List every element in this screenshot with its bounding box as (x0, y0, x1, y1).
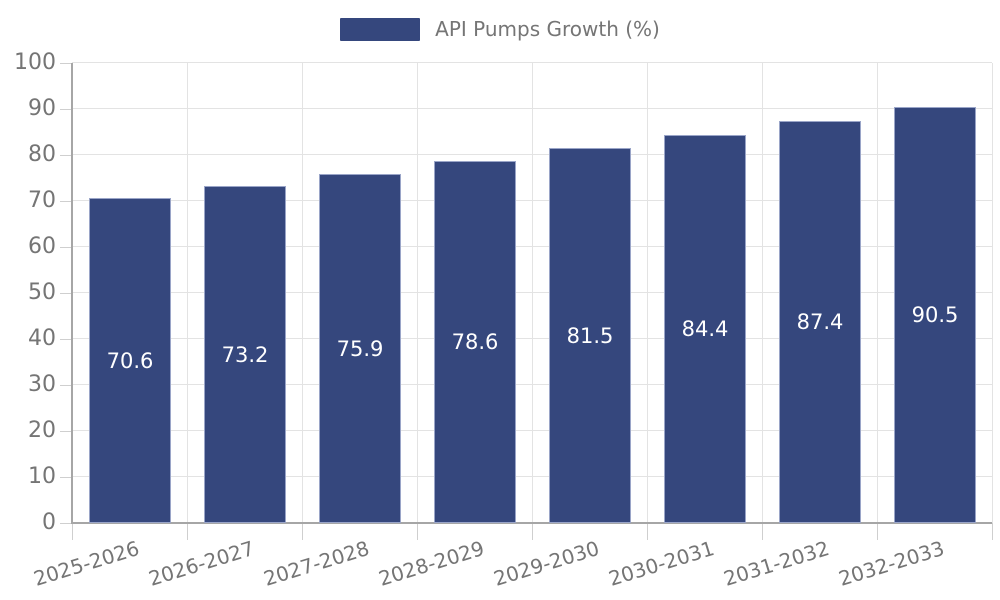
y-axis-tick-label: 70 (28, 188, 56, 213)
bar[interactable]: 90.5 (894, 107, 976, 523)
y-axis-tick-label: 0 (42, 510, 56, 535)
x-axis-tick (532, 523, 533, 540)
y-axis-tick-label: 50 (28, 280, 56, 305)
y-axis-tick (60, 247, 72, 248)
x-gridline (877, 63, 878, 523)
bar[interactable]: 75.9 (319, 174, 401, 523)
bar[interactable]: 84.4 (664, 135, 746, 523)
x-axis-tick (72, 523, 73, 540)
y-axis-tick (60, 293, 72, 294)
bar-value-label: 70.6 (106, 348, 154, 373)
x-axis-category-label: 2027-2028 (261, 536, 373, 591)
legend-swatch (340, 17, 421, 41)
x-axis-category-label: 2030-2031 (606, 536, 718, 591)
x-gridline (532, 63, 533, 523)
y-axis-tick-label: 90 (28, 96, 56, 121)
x-gridline (762, 63, 763, 523)
y-axis-tick-label: 80 (28, 142, 56, 167)
y-axis-tick (60, 109, 72, 110)
y-axis-tick-label: 60 (28, 234, 56, 259)
y-axis-tick-label: 30 (28, 372, 56, 397)
bar[interactable]: 78.6 (434, 161, 516, 523)
y-axis-tick-label: 40 (28, 326, 56, 351)
x-axis-category-label: 2031-2032 (721, 536, 833, 591)
x-axis-category-label: 2032-2033 (836, 536, 948, 591)
bar-value-label: 81.5 (566, 323, 614, 348)
bar-value-label: 84.4 (681, 317, 729, 341)
legend-label: API Pumps Growth (%) (435, 17, 660, 41)
y-gridline (72, 62, 992, 63)
legend[interactable]: API Pumps Growth (%) (0, 16, 1000, 42)
x-gridline (417, 63, 418, 523)
x-axis-category-label: 2025-2026 (31, 536, 143, 591)
bar[interactable]: 87.4 (779, 121, 861, 523)
x-axis-tick (302, 523, 303, 540)
y-axis-tick (60, 63, 72, 64)
bar-value-label: 87.4 (796, 310, 844, 334)
bar[interactable]: 70.6 (89, 198, 171, 523)
x-axis-tick (417, 523, 418, 540)
bar[interactable]: 81.5 (549, 148, 631, 523)
x-axis-category-label: 2026-2027 (146, 536, 258, 591)
bar-value-label: 90.5 (911, 303, 959, 327)
bar-value-label: 75.9 (336, 336, 384, 361)
y-axis-line (71, 63, 73, 523)
y-axis-tick (60, 523, 72, 524)
y-axis-tick (60, 385, 72, 386)
y-axis-tick-label: 20 (28, 418, 56, 443)
x-axis-category-label: 2028-2029 (376, 536, 488, 591)
x-axis-tick (992, 523, 993, 540)
y-axis-tick (60, 339, 72, 340)
y-axis-tick (60, 155, 72, 156)
y-axis-tick (60, 431, 72, 432)
y-axis-tick-label: 10 (28, 464, 56, 489)
x-gridline (302, 63, 303, 523)
x-gridline (187, 63, 188, 523)
x-axis-tick (762, 523, 763, 540)
x-gridline (647, 63, 648, 523)
y-axis-tick (60, 477, 72, 478)
x-axis-category-label: 2029-2030 (491, 536, 603, 591)
x-gridline (992, 63, 993, 523)
x-axis-line (71, 522, 992, 524)
y-axis-tick (60, 201, 72, 202)
bar[interactable]: 73.2 (204, 186, 286, 523)
x-axis-tick (647, 523, 648, 540)
bar-value-label: 78.6 (451, 330, 499, 354)
y-axis-tick-label: 100 (14, 50, 56, 75)
x-axis-tick (877, 523, 878, 540)
bar-value-label: 73.2 (221, 342, 269, 367)
x-axis-tick (187, 523, 188, 540)
